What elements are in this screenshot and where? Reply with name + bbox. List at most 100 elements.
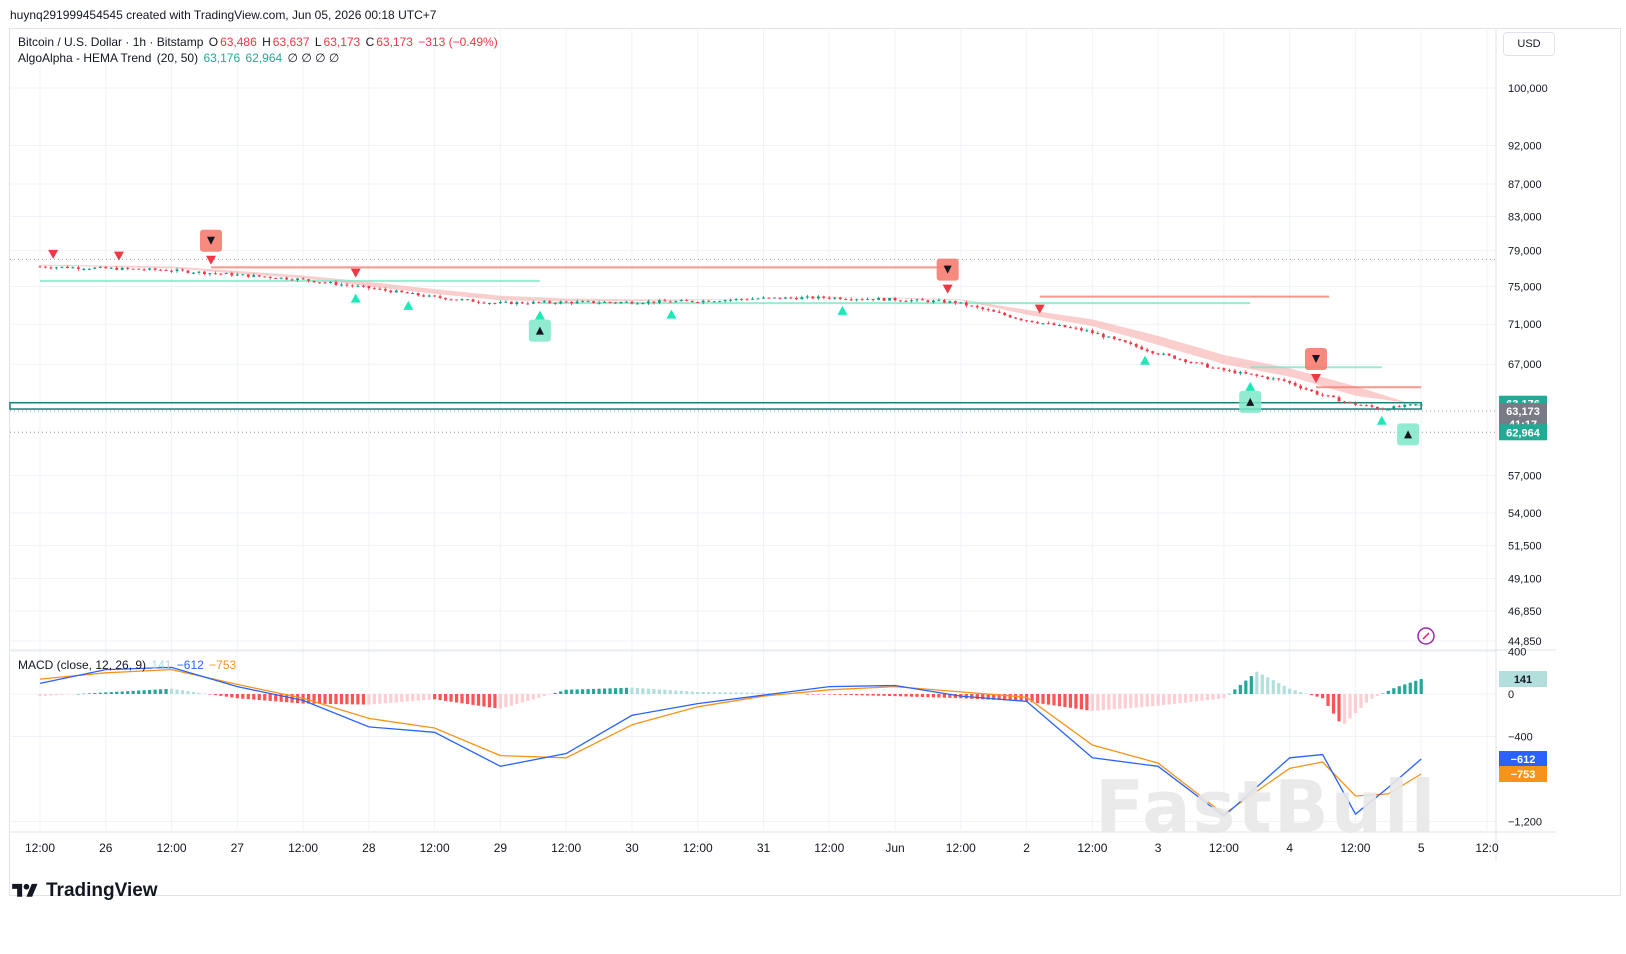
candle <box>707 300 711 302</box>
macd-hist-bar <box>723 692 727 694</box>
candle <box>608 301 612 303</box>
candle <box>60 266 64 268</box>
macd-legend[interactable]: MACD (close, 12, 26, 9) 141 −612 −753 <box>18 658 238 672</box>
time-tick-label: 12:00 <box>288 841 318 855</box>
candle <box>71 267 75 269</box>
candle <box>652 301 656 303</box>
macd-hist-bar <box>460 694 464 704</box>
hema-slow-price-badge-text: 62,964 <box>1506 427 1541 439</box>
candle <box>1085 330 1089 332</box>
macd-hist-bar <box>1364 694 1369 703</box>
macd-hist-bar <box>997 694 1001 701</box>
macd-hist-bar <box>306 694 311 704</box>
candle <box>1299 385 1303 389</box>
candle <box>137 268 141 270</box>
macd-hist-bar <box>1096 694 1100 711</box>
indicator-value-fast: 63,176 <box>203 51 241 65</box>
macd-hist-bar <box>274 694 278 702</box>
candle <box>1293 382 1297 386</box>
macd-hist-bar <box>1014 694 1018 701</box>
price-tick-label: 54,000 <box>1508 508 1542 520</box>
macd-hist-bar <box>394 694 398 703</box>
macd-hist-bar <box>953 694 957 699</box>
candle <box>252 275 256 277</box>
macd-hist-bar <box>1282 685 1286 694</box>
macd-hist-bar <box>1255 671 1259 694</box>
indicator-legend[interactable]: AlgoAlpha - HEMA Trend (20, 50) 63,176 6… <box>18 51 341 65</box>
footer-brand[interactable]: TradingView <box>10 880 158 902</box>
candle <box>992 310 996 312</box>
candle <box>1167 353 1171 356</box>
candle <box>361 285 365 287</box>
candle <box>1337 397 1341 402</box>
candle <box>1063 325 1067 328</box>
price-tick-label: 51,500 <box>1508 541 1542 553</box>
macd-signal-badge <box>1499 766 1547 783</box>
candle <box>411 292 415 294</box>
candle <box>55 267 58 269</box>
candle <box>592 301 595 303</box>
macd-hist-bar <box>1293 690 1297 694</box>
candle <box>307 279 310 281</box>
macd-hist-bar <box>1030 694 1034 703</box>
macd-hist-bar <box>334 694 338 705</box>
bear-signal-marker <box>942 284 953 294</box>
bull-signal-marker <box>1376 415 1387 425</box>
price-tick-label: 71,000 <box>1508 319 1542 331</box>
candle <box>1326 395 1330 397</box>
macd-hist-bar <box>1310 694 1314 696</box>
macd-hist-bar <box>734 692 738 694</box>
indicator-name[interactable]: AlgoAlpha - HEMA Trend <box>18 51 152 65</box>
candle <box>657 300 661 303</box>
symbol-label[interactable]: Bitcoin / U.S. Dollar · 1h · Bitstamp <box>18 35 204 49</box>
macd-hist-bar <box>559 691 563 694</box>
price-tick-label: 67,000 <box>1508 359 1542 371</box>
candle <box>1178 358 1182 360</box>
candle <box>1014 317 1018 319</box>
macd-hist-bar <box>712 692 716 694</box>
candle <box>455 299 458 301</box>
chart-frame[interactable] <box>9 28 1621 896</box>
macd-hist-bar <box>866 694 870 696</box>
candle <box>625 301 628 303</box>
candle <box>1386 409 1390 411</box>
macd-line-badge <box>1499 751 1547 768</box>
macd-hist-bar <box>49 694 53 696</box>
macd-hist-bar <box>498 694 503 709</box>
macd-hist-bar <box>948 694 952 698</box>
macd-name[interactable]: MACD (close, 12, 26, 9) <box>18 658 147 672</box>
bear-signal-marker <box>113 251 124 261</box>
candle <box>148 268 152 270</box>
macd-hist-bar <box>690 691 694 694</box>
macd-hist-bar <box>531 694 535 700</box>
macd-hist-bar <box>1244 680 1248 694</box>
candle <box>1096 333 1100 335</box>
candle <box>1129 342 1133 344</box>
candle <box>1365 405 1368 407</box>
macd-hist-bar <box>1342 694 1347 724</box>
bull-signal-marker <box>837 305 848 315</box>
macd-hist-bar <box>1222 694 1226 699</box>
candle <box>833 297 837 299</box>
price-tick-label: 87,000 <box>1508 179 1542 191</box>
macd-hist-bar <box>1392 688 1396 694</box>
candle <box>685 300 689 302</box>
macd-hist-bar <box>685 691 689 694</box>
macd-hist-bar <box>849 694 853 696</box>
macd-hist-bar <box>372 694 376 705</box>
macd-hist-bar <box>750 692 755 694</box>
macd-hist-bar <box>416 694 420 701</box>
macd-hist-bar <box>1052 694 1056 706</box>
macd-hist-bar <box>180 690 185 694</box>
macd-hist-bar <box>1249 676 1253 694</box>
macd-hist-bar <box>871 694 875 696</box>
macd-hist-bar <box>1266 677 1270 694</box>
candle <box>1080 328 1083 331</box>
candle <box>444 297 447 300</box>
macd-hist-badge-text: 141 <box>1514 674 1532 686</box>
candle <box>762 297 765 299</box>
candle <box>866 299 870 301</box>
currency-button[interactable]: USD <box>1503 32 1555 56</box>
